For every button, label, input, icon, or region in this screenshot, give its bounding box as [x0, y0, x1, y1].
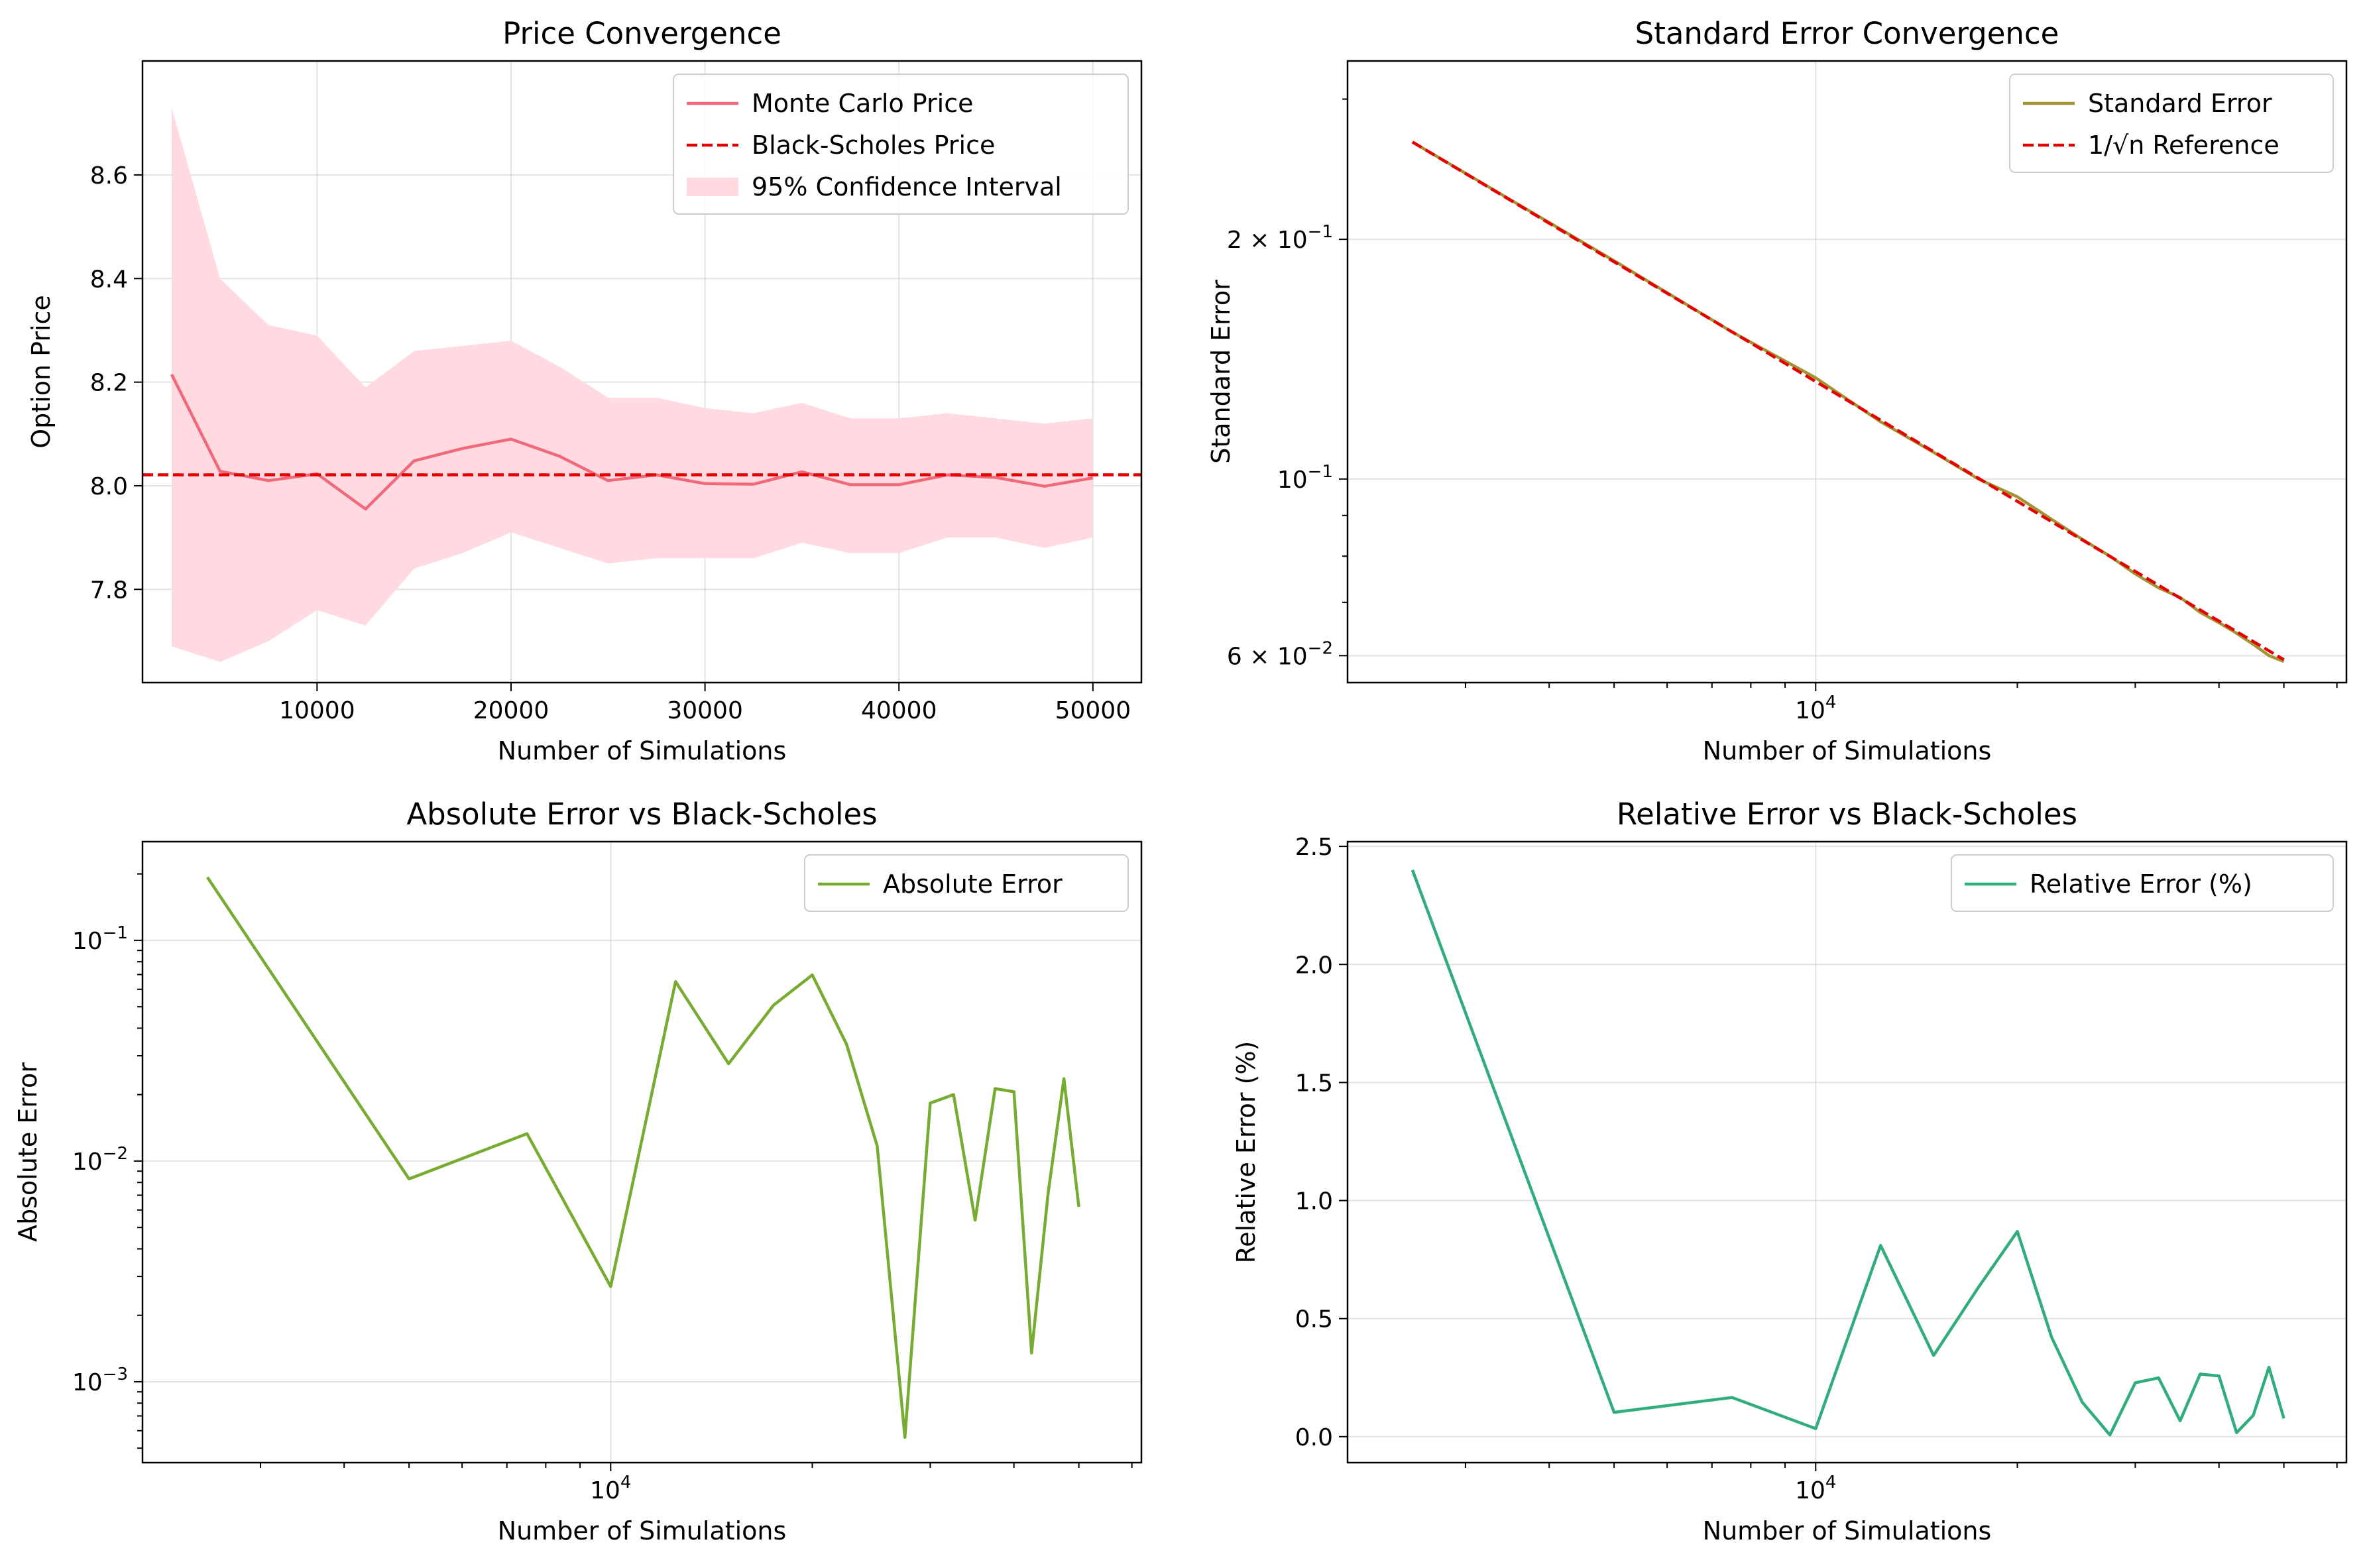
- y-axis-label: Option Price: [27, 295, 56, 449]
- y-tick-label: 2 × 10−1: [1227, 222, 1333, 254]
- legend-box: [2009, 74, 2334, 173]
- y-tick-label: 1.0: [1295, 1188, 1333, 1215]
- plot-area: [1411, 869, 2285, 1437]
- y-tick-label: 10−1: [1277, 462, 1333, 494]
- y-axis-label: Relative Error (%): [1232, 1041, 1261, 1264]
- y-tick-label: 8.2: [90, 370, 128, 397]
- y-tick-label: 2.5: [1295, 834, 1333, 861]
- x-tick-label: 40000: [861, 697, 937, 724]
- y-tick-label: 0.0: [1295, 1424, 1333, 1451]
- y-tick-label: 8.0: [90, 473, 128, 500]
- y-tick-label: 2.0: [1295, 952, 1333, 979]
- chart-4: 104 0.0 0.5 1.0 1.5 2.0 2.5 Relative Error vs B…: [1232, 797, 2348, 1545]
- legend-box: [673, 74, 1129, 215]
- legend-label: Monte Carlo Price: [752, 89, 974, 118]
- legend-box: [804, 854, 1129, 912]
- x-tick-label: 104: [1795, 1473, 1836, 1504]
- plot-frame: [1346, 840, 2348, 1464]
- plot-frame: [1346, 60, 2348, 684]
- y-tick-label: 6 × 10−2: [1227, 638, 1333, 670]
- x-axis-label: Number of Simulations: [1703, 1516, 1992, 1545]
- x-tick-label: 30000: [667, 697, 743, 724]
- plot-frame: [141, 60, 1143, 684]
- x-axis-label: Number of Simulations: [1703, 736, 1992, 765]
- y-tick-label: 1.5: [1295, 1070, 1333, 1097]
- plot-frame: [141, 840, 1143, 1464]
- x-tick-label: 10000: [279, 697, 355, 724]
- legend-label: Black-Scholes Price: [752, 131, 995, 160]
- y-tick-label: 8.4: [90, 266, 128, 293]
- legend-label: 1/√n Reference: [2088, 131, 2279, 160]
- confidence-band: [171, 107, 1093, 662]
- y-tick-label: 0.5: [1295, 1306, 1333, 1333]
- chart-title: Relative Error vs Black-Scholes: [1617, 797, 2077, 832]
- y-axis-label: Standard Error: [1206, 280, 1236, 464]
- x-tick-label: 50000: [1055, 697, 1131, 724]
- chart-2: 104 6 × 10−2 10−1 2 × 10−1 Standard Error Co…: [1206, 16, 2348, 765]
- plot-area: [143, 107, 1141, 662]
- legend-label: Absolute Error: [883, 869, 1063, 899]
- series-line-1: [206, 876, 1080, 1439]
- legend: Absolute Error: [804, 854, 1129, 912]
- x-tick-label: 20000: [473, 697, 549, 724]
- y-tick-label: 10−1: [72, 923, 128, 955]
- y-tick-label: 7.8: [90, 577, 128, 604]
- y-tick-label: 10−2: [72, 1144, 128, 1176]
- legend: Standard Error 1/√n Reference: [2009, 74, 2334, 173]
- x-axis-label: Number of Simulations: [498, 736, 787, 765]
- legend-box: [1951, 854, 2334, 912]
- x-axis-label: Number of Simulations: [498, 1516, 787, 1545]
- chart-3: 104 10−3 10−2 10−1 Absolute Error vs Black-S…: [13, 797, 1143, 1545]
- y-axis-label: Absolute Error: [13, 1062, 42, 1242]
- legend-swatch: [687, 178, 738, 196]
- x-tick-label: 104: [590, 1473, 631, 1504]
- legend: Relative Error (%): [1951, 854, 2334, 912]
- chart-title: Absolute Error vs Black-Scholes: [406, 797, 877, 832]
- plot-area: [1411, 140, 2285, 663]
- chart-title: Price Convergence: [502, 16, 781, 51]
- legend-label: 95% Confidence Interval: [752, 172, 1062, 201]
- series-line-1: [170, 373, 1094, 511]
- x-tick-label: 104: [1795, 693, 1836, 724]
- chart-title: Standard Error Convergence: [1635, 16, 2059, 51]
- chart-1: 10000 20000 30000 40000 50000 7.8 8.0 8.2 8.4 8.6…: [27, 16, 1143, 765]
- series-line-2: [1411, 140, 2285, 661]
- legend: Monte Carlo Price Black-Scholes Price 95% …: [673, 74, 1129, 215]
- y-tick-label: 10−3: [72, 1365, 128, 1396]
- y-tick-label: 8.6: [90, 162, 128, 190]
- legend-label: Standard Error: [2088, 89, 2272, 118]
- legend-label: Relative Error (%): [2030, 869, 2252, 899]
- series-line-1: [1411, 869, 2285, 1437]
- plot-area: [206, 876, 1080, 1439]
